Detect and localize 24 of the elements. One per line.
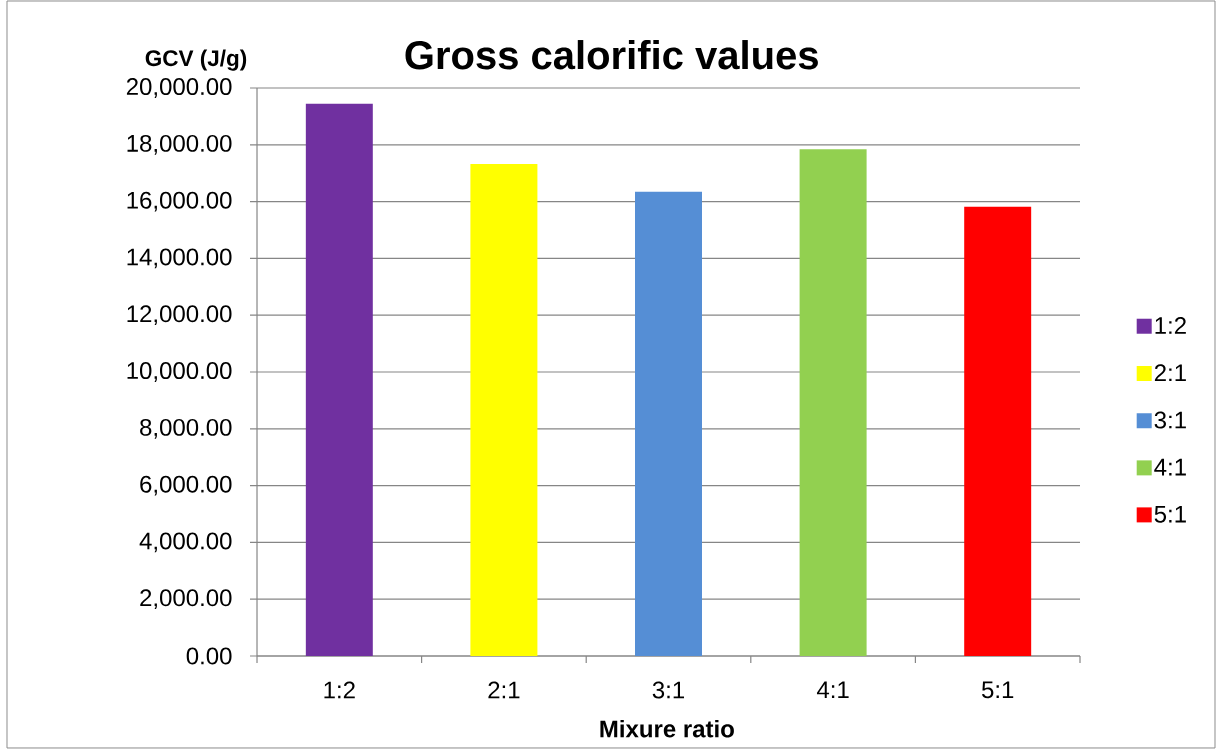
legend-label: 5:1 — [1154, 505, 1186, 523]
x-tick-label: 3:1 — [652, 681, 685, 699]
y-tick-label: 10,000.00 — [127, 362, 232, 382]
x-tick-label: 1:2 — [324, 681, 355, 699]
y-tick-label: 18,000.00 — [127, 134, 232, 155]
x-axis-title: Mixure ratio — [600, 719, 734, 738]
y-tick-label: 20,000.00 — [126, 78, 232, 98]
y-tick-label: 4,000.00 — [139, 532, 232, 553]
y-tick-label: 16,000.00 — [127, 191, 232, 212]
y-axis-title: GCV (J/g) — [145, 49, 247, 71]
x-tick-label: 5:1 — [981, 681, 1014, 699]
x-tick-label: 4:1 — [816, 681, 849, 699]
y-tick-label: 0.00 — [186, 647, 232, 665]
x-tick-label: 2:1 — [488, 681, 520, 699]
y-tick-label: 8,000.00 — [140, 418, 232, 439]
legend-label: 2:1 — [1154, 364, 1186, 382]
y-tick-label: 2,000.00 — [140, 589, 232, 610]
chart-title: Gross calorific values — [405, 40, 818, 70]
legend-label: 3:1 — [1154, 411, 1186, 429]
legend-label: 4:1 — [1154, 458, 1186, 476]
legend-label: 1:2 — [1155, 317, 1186, 334]
y-tick-label: 6,000.00 — [140, 475, 232, 496]
y-tick-label: 14,000.00 — [127, 248, 232, 269]
y-tick-label: 12,000.00 — [127, 305, 232, 326]
